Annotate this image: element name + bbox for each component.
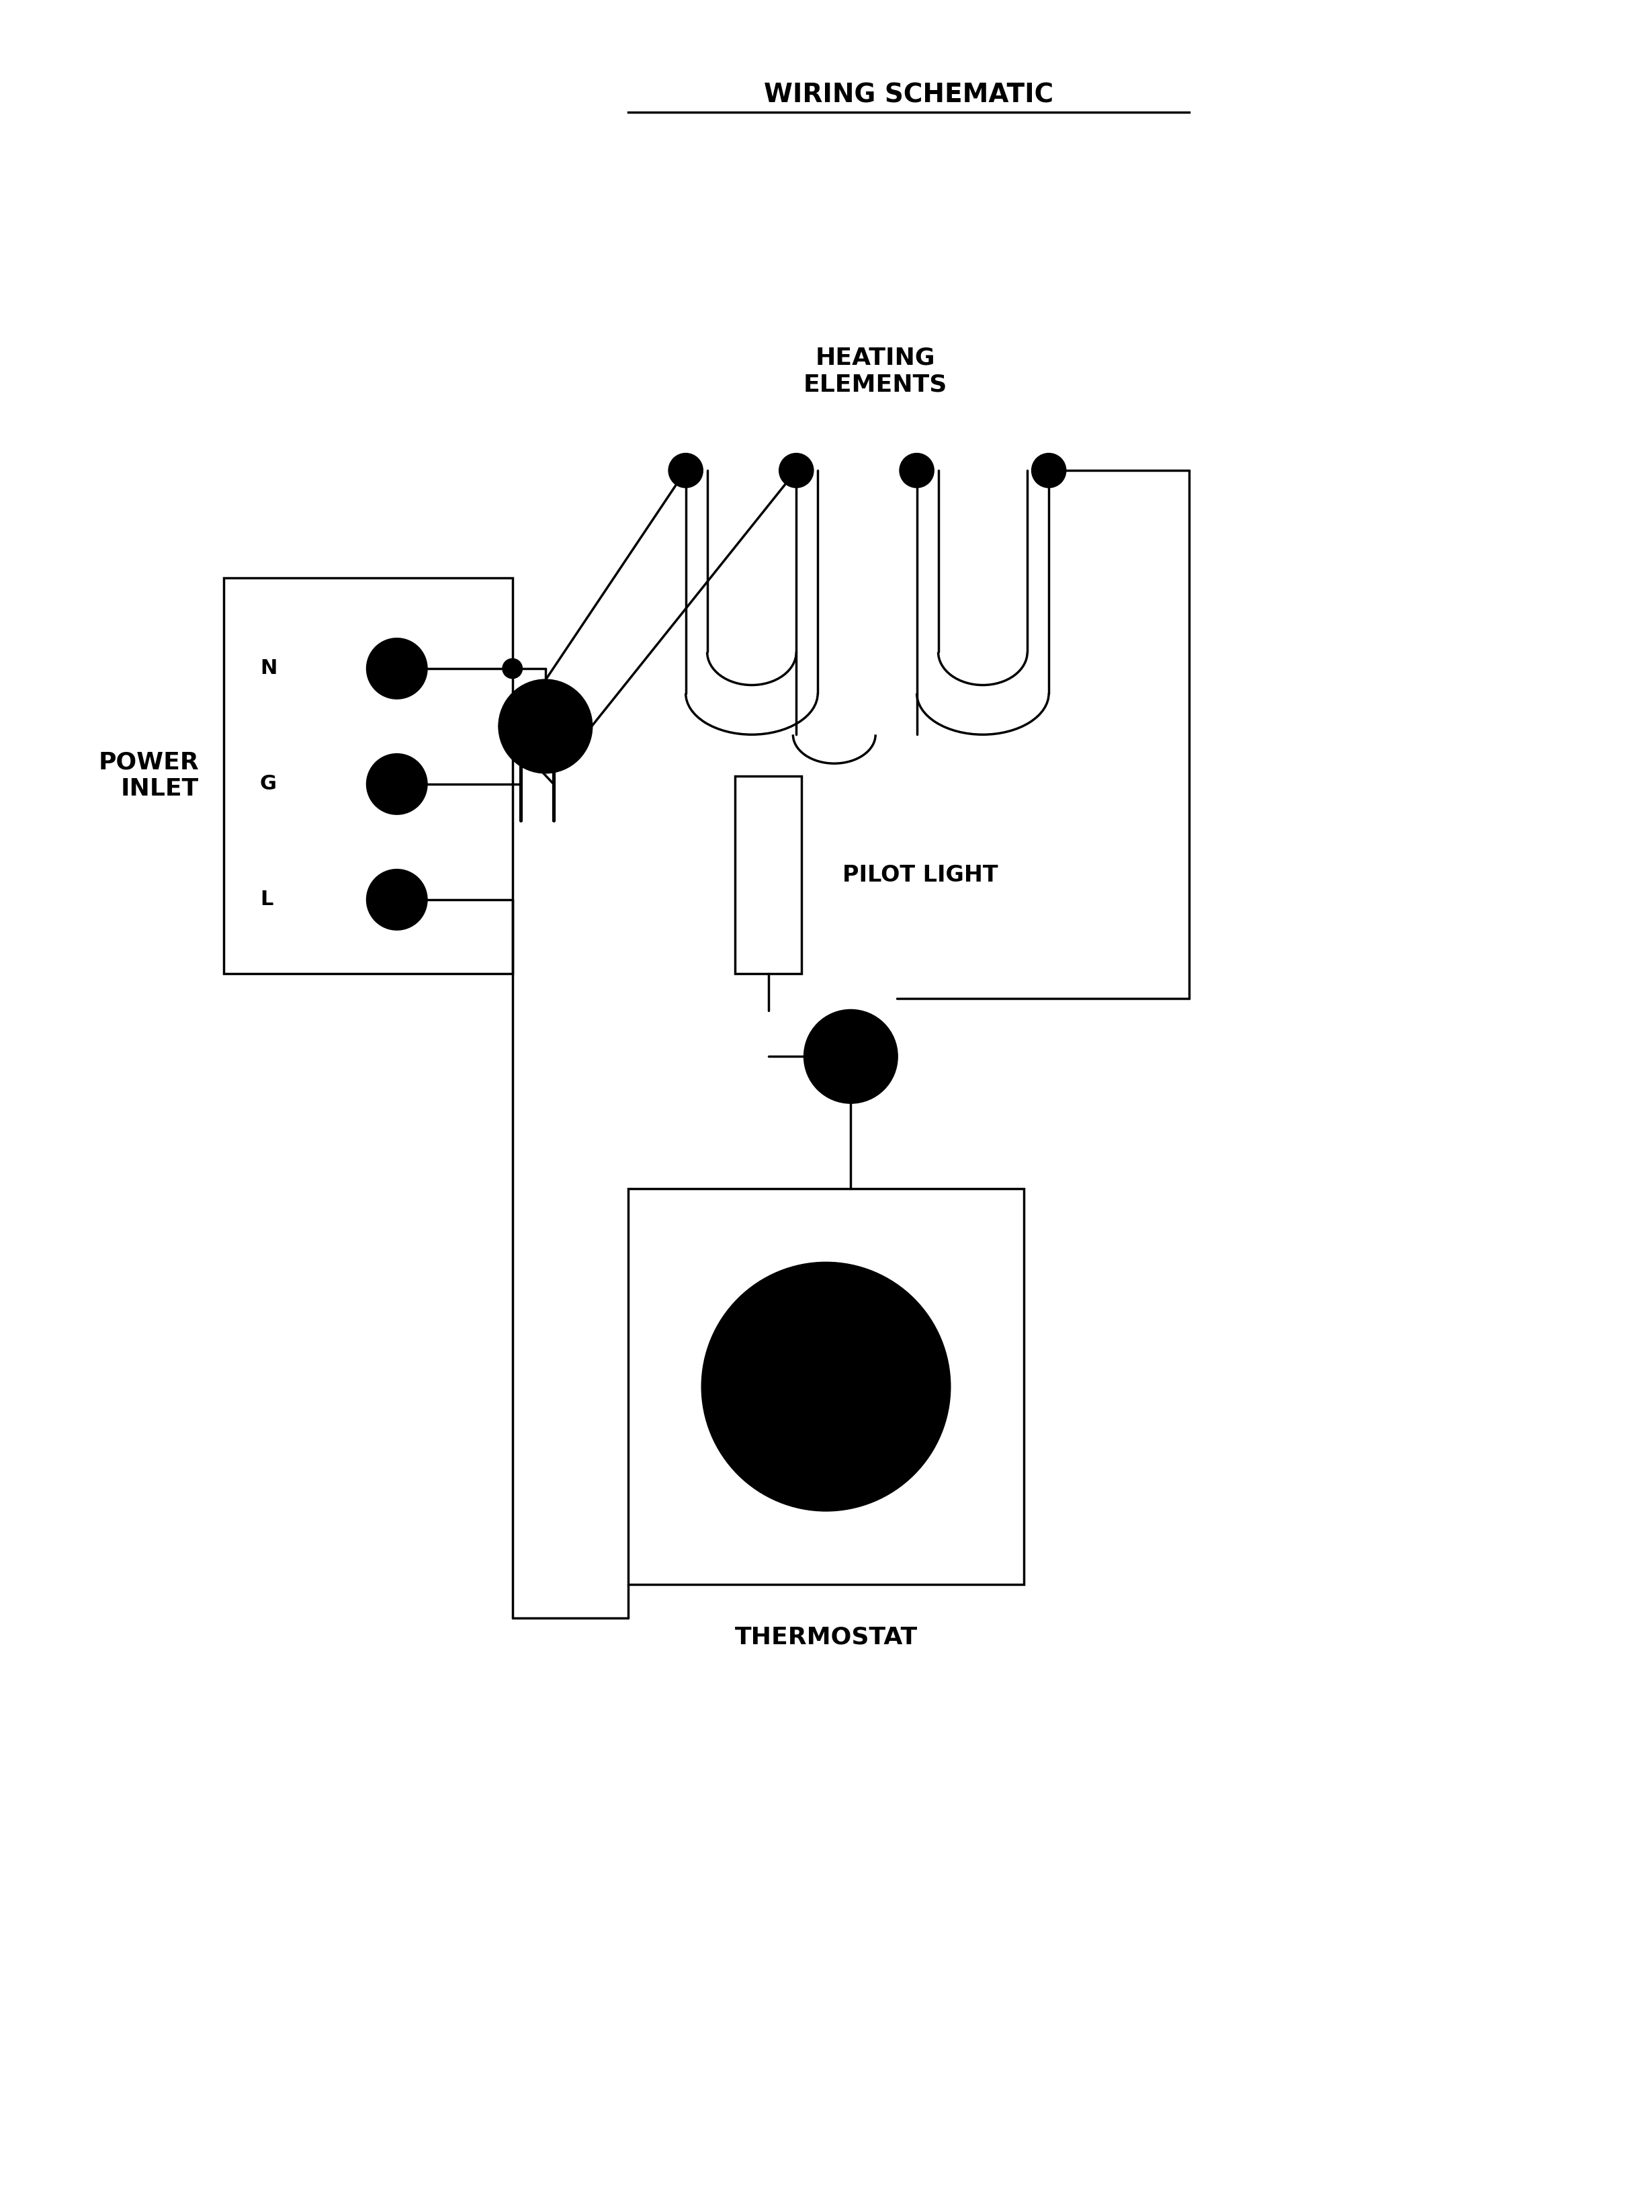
Circle shape [367,869,426,929]
Text: POWER
INLET: POWER INLET [97,752,198,801]
Text: PILOT LIGHT: PILOT LIGHT [843,865,998,887]
Bar [628,1188,1024,1584]
Text: THERMOSTAT: THERMOSTAT [735,1626,917,1648]
Circle shape [502,659,522,679]
Circle shape [780,453,813,487]
Text: G: G [259,774,276,794]
Circle shape [367,754,426,814]
Circle shape [1032,453,1066,487]
Text: WIRING SCHEMATIC: WIRING SCHEMATIC [763,82,1054,108]
Circle shape [702,1263,950,1511]
Text: L: L [259,889,273,909]
Circle shape [900,453,933,487]
Bar [223,577,512,973]
Circle shape [805,1011,897,1104]
Circle shape [367,639,426,699]
Circle shape [499,679,591,772]
Bar [735,776,801,973]
Circle shape [669,453,702,487]
Text: N: N [259,659,278,679]
Text: HEATING
ELEMENTS: HEATING ELEMENTS [803,347,948,396]
